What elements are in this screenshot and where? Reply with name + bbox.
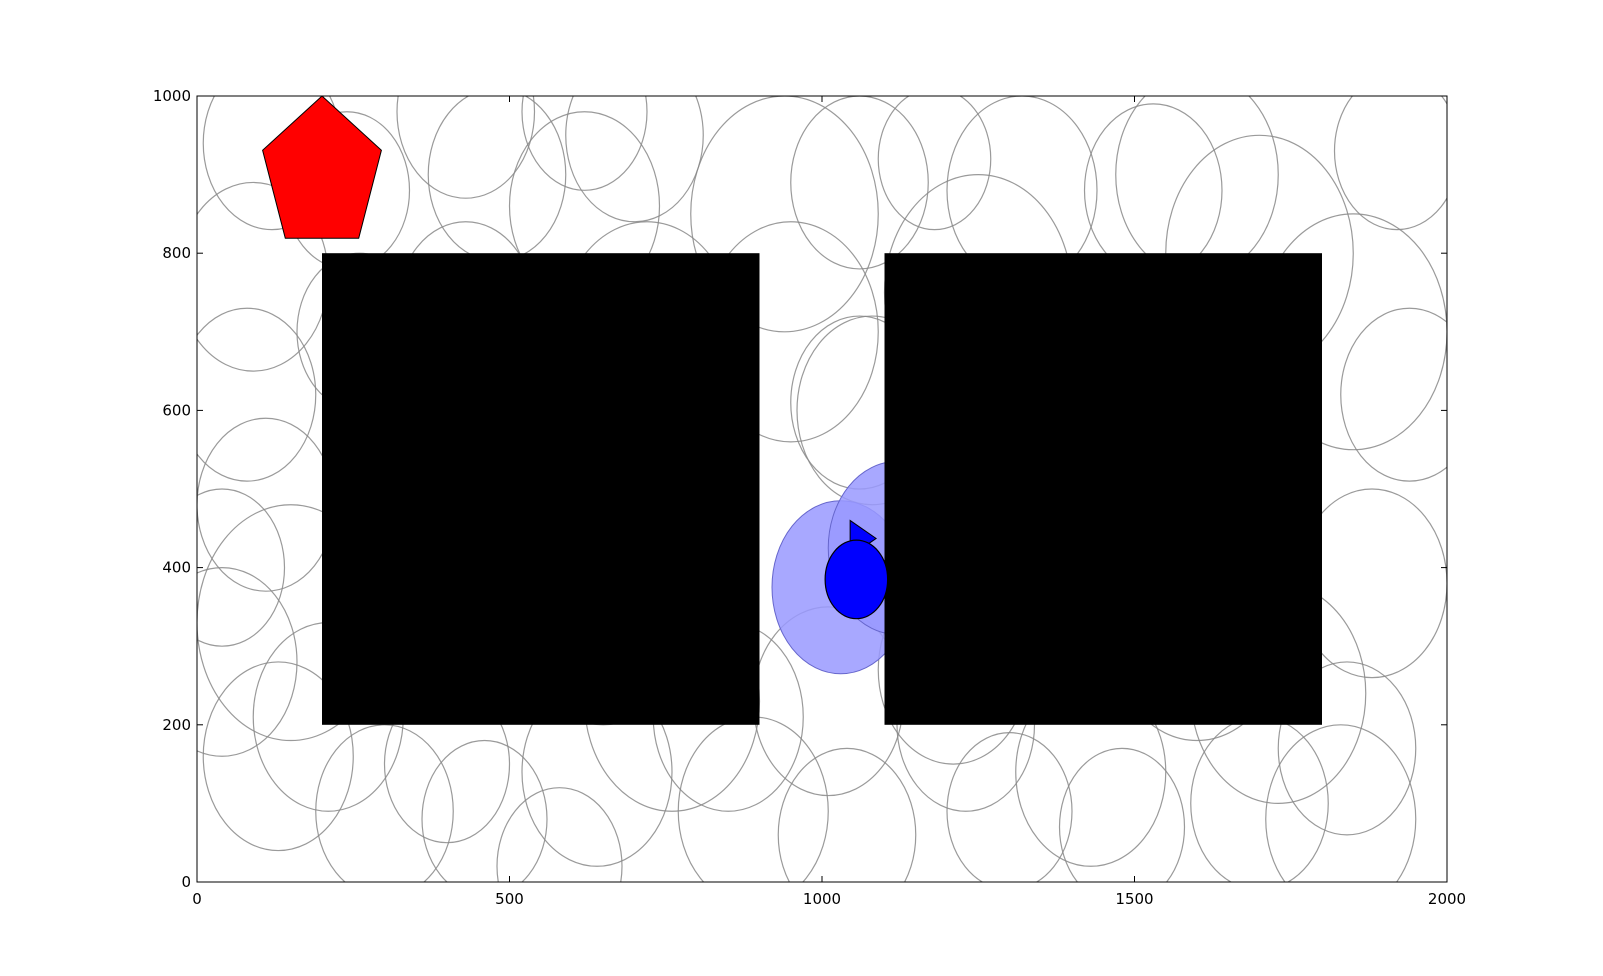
y-tick-label: 0	[181, 873, 191, 891]
x-tick-label: 1500	[1115, 890, 1153, 908]
sample-circle-36	[877, 96, 992, 231]
sample-circle-28	[677, 716, 829, 882]
sample-circle-45	[1083, 103, 1223, 278]
sample-circle-9	[202, 661, 354, 852]
sample-circle-50	[1190, 716, 1329, 882]
sample-circle-17	[396, 96, 536, 199]
obstacles	[322, 253, 1322, 725]
x-tick-label: 2000	[1428, 890, 1466, 908]
y-tick-label: 600	[162, 401, 191, 419]
y-tick-label: 1000	[153, 87, 191, 105]
x-tick-label: 500	[495, 890, 524, 908]
sample-circle-8	[197, 567, 298, 757]
sample-circle-51	[1265, 724, 1417, 882]
sample-circle-31	[690, 96, 879, 333]
sample-circle-6	[197, 488, 286, 647]
sample-circle-54	[1340, 307, 1447, 482]
sample-circle-5	[197, 417, 336, 592]
y-tick-label: 200	[162, 716, 191, 734]
x-tick-label: 1000	[803, 890, 841, 908]
obstacle-1	[884, 253, 1322, 725]
sample-circle-4	[197, 307, 317, 482]
robot-circle	[824, 539, 889, 620]
sample-circle-25	[496, 787, 623, 882]
sample-circle-46	[1115, 96, 1279, 278]
sample-circle-35	[777, 747, 917, 882]
sample-circle-16	[427, 96, 567, 262]
sample-circle-32	[790, 96, 929, 270]
sample-circle-52	[1277, 661, 1417, 836]
sample-circle-13	[421, 739, 548, 882]
y-tick-label: 400	[162, 559, 191, 577]
sample-circle-43	[1058, 747, 1186, 882]
sample-circle-20	[521, 96, 648, 191]
goal-pentagon	[262, 95, 382, 239]
axis-ticks: 0 500 1000 1500 2000 0 200 400 600 800 1000	[153, 87, 1466, 908]
sample-circle-19	[565, 96, 704, 223]
obstacle-0	[322, 253, 760, 725]
markers	[262, 95, 889, 620]
sample-circle-55	[1333, 96, 1447, 231]
sample-circle-41	[946, 732, 1073, 882]
x-tick-label: 0	[192, 890, 202, 908]
y-tick-label: 800	[162, 244, 191, 262]
sample-circles	[197, 96, 1447, 882]
